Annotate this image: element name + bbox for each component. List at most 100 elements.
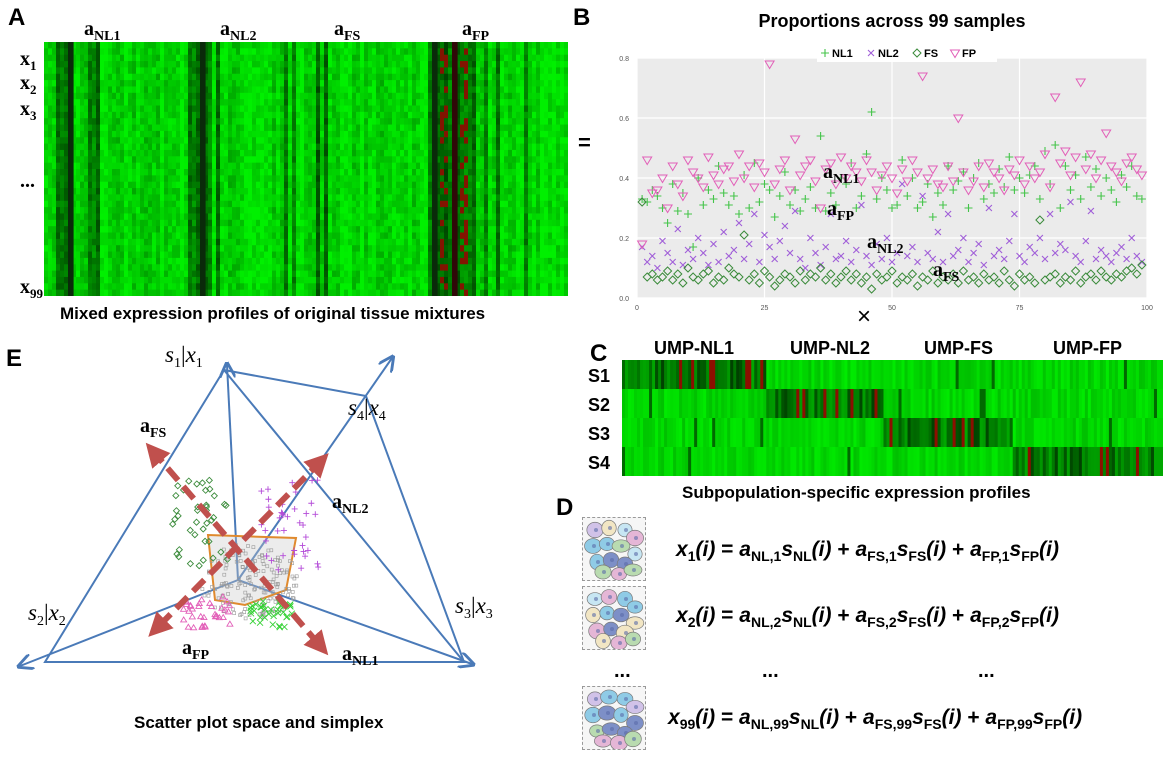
point-fs bbox=[724, 263, 734, 273]
point-fp bbox=[743, 162, 755, 172]
scatter-point-gray bbox=[290, 590, 295, 594]
point-nl2 bbox=[903, 252, 911, 260]
point-fp bbox=[718, 165, 730, 175]
point-fs bbox=[897, 272, 907, 282]
point-nl2 bbox=[1077, 258, 1085, 266]
point-nl1 bbox=[1061, 162, 1070, 170]
point-fp bbox=[697, 183, 709, 193]
scatter-point-fs bbox=[174, 482, 182, 490]
point-fp bbox=[1105, 162, 1117, 172]
scatter-point-nl2 bbox=[265, 496, 272, 503]
point-fp bbox=[779, 156, 791, 166]
point-fp bbox=[850, 168, 862, 178]
point-fp bbox=[1009, 171, 1020, 181]
point-nl2 bbox=[980, 261, 988, 269]
point-nl2 bbox=[725, 252, 733, 260]
legend-marker-nl1 bbox=[821, 49, 829, 57]
cell-nucleus bbox=[620, 613, 624, 617]
point-nl1 bbox=[1020, 189, 1029, 197]
cell-nucleus bbox=[602, 570, 606, 574]
arrow-label-fs: aFS bbox=[140, 415, 167, 441]
point-fp bbox=[667, 162, 679, 172]
point-nl1 bbox=[796, 207, 805, 215]
cell-nucleus bbox=[620, 544, 624, 548]
point-nl1 bbox=[1137, 195, 1146, 203]
point-nl1 bbox=[826, 189, 835, 197]
point-nl2 bbox=[781, 222, 789, 230]
point-fs bbox=[841, 266, 851, 276]
cell-nucleus bbox=[632, 737, 636, 741]
point-nl1 bbox=[806, 183, 815, 191]
point-fp bbox=[810, 177, 821, 187]
point-nl1 bbox=[801, 195, 810, 203]
point-fs bbox=[979, 269, 989, 279]
point-nl1 bbox=[786, 201, 794, 209]
panel-a-row-label-1: x1 bbox=[20, 48, 37, 73]
point-nl1 bbox=[755, 198, 764, 206]
point-nl1 bbox=[1056, 204, 1065, 212]
point-nl2 bbox=[699, 249, 707, 257]
scatter-point-nl2 bbox=[300, 548, 307, 555]
scatter-point-nl2 bbox=[274, 527, 281, 534]
point-fs bbox=[887, 266, 897, 276]
point-fs bbox=[678, 278, 688, 288]
point-nl2 bbox=[1016, 252, 1023, 260]
legend-label-fs: FS bbox=[924, 48, 938, 60]
point-nl1 bbox=[918, 198, 927, 206]
point-fp bbox=[1039, 150, 1051, 160]
panel-a-col-label-fp: aFP bbox=[462, 18, 490, 44]
cell-nucleus bbox=[634, 552, 638, 556]
point-fp bbox=[927, 165, 939, 175]
point-fp bbox=[942, 162, 954, 172]
panel-a-row-label-2: x2 bbox=[20, 72, 37, 97]
scatter-point-fp bbox=[179, 616, 188, 623]
point-nl2 bbox=[1056, 240, 1064, 248]
point-nl1 bbox=[816, 132, 825, 140]
point-fs bbox=[1111, 269, 1122, 279]
cell-nucleus bbox=[594, 697, 598, 701]
point-nl2 bbox=[898, 180, 906, 188]
point-fp bbox=[657, 174, 668, 184]
equation-sample-99: x99(i) = aNL,99sNL(i) + aFS,99sFS(i) + a… bbox=[668, 706, 1083, 733]
point-nl2 bbox=[664, 249, 671, 257]
point-nl1 bbox=[842, 180, 851, 188]
point-nl1 bbox=[729, 192, 738, 200]
point-fs bbox=[861, 272, 872, 282]
cell-nucleus bbox=[608, 595, 612, 599]
point-fs bbox=[1070, 266, 1081, 276]
legend-marker-fp bbox=[949, 49, 961, 59]
point-fp bbox=[861, 156, 872, 166]
point-fp bbox=[672, 180, 684, 190]
scatter-point-nl2 bbox=[312, 511, 319, 518]
point-fp bbox=[1024, 162, 1036, 172]
point-nl2 bbox=[888, 258, 896, 266]
point-nl1 bbox=[638, 195, 647, 203]
point-nl2 bbox=[756, 258, 763, 266]
point-fs bbox=[958, 266, 969, 276]
point-fs bbox=[907, 269, 918, 279]
point-nl1 bbox=[949, 186, 958, 194]
point-fs bbox=[1009, 281, 1020, 291]
scatter-point-nl2 bbox=[308, 500, 315, 507]
point-nl2 bbox=[837, 252, 845, 260]
cell-nucleus bbox=[634, 605, 638, 609]
point-fs bbox=[933, 278, 943, 288]
point-fp bbox=[856, 177, 867, 187]
point-nl2 bbox=[1092, 255, 1100, 263]
point-nl2 bbox=[929, 255, 937, 263]
point-nl2 bbox=[847, 258, 855, 266]
point-nl2 bbox=[1011, 210, 1018, 218]
point-nl1 bbox=[765, 186, 774, 194]
scatter-point-gray bbox=[273, 599, 278, 604]
cell-nucleus bbox=[594, 528, 598, 532]
point-nl2 bbox=[750, 210, 758, 218]
point-fp bbox=[692, 174, 704, 184]
point-fp bbox=[764, 60, 775, 70]
point-fs bbox=[902, 275, 913, 285]
point-fp bbox=[708, 171, 719, 181]
series-annotation-fp: aFP bbox=[827, 198, 855, 224]
point-nl1 bbox=[903, 192, 912, 200]
point-fp bbox=[993, 174, 1005, 184]
point-nl2 bbox=[832, 255, 840, 263]
cell-nucleus bbox=[606, 542, 610, 546]
